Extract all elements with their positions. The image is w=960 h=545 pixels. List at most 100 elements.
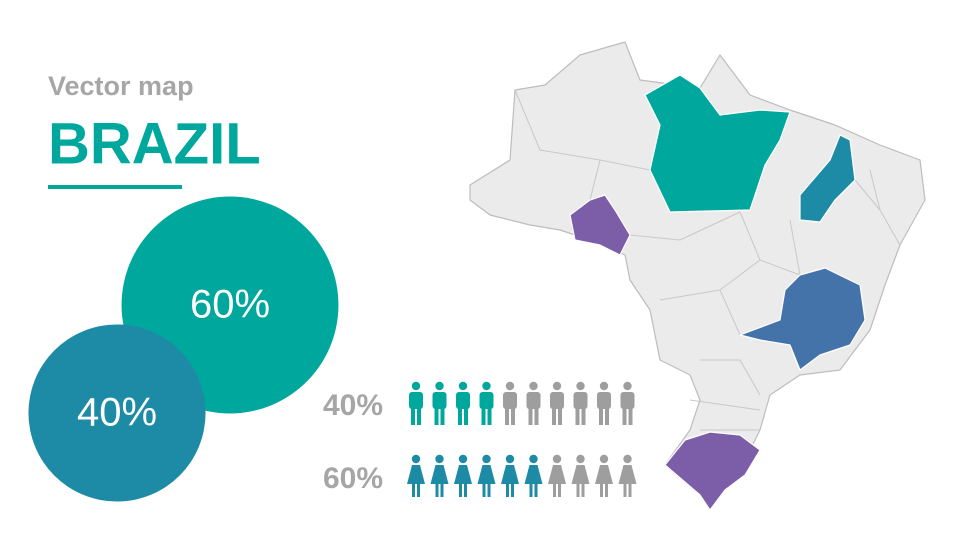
icon-leg — [528, 407, 533, 425]
icon-dress — [595, 465, 613, 484]
icon-body — [526, 392, 541, 409]
icon-leg — [412, 483, 415, 497]
male-icon — [409, 381, 423, 425]
icon-head — [576, 381, 585, 391]
icon-leg — [417, 407, 421, 425]
icon-head — [599, 454, 609, 464]
icon-head — [435, 454, 444, 464]
icon-dress — [407, 465, 425, 484]
icon-leg — [417, 483, 420, 497]
icon-leg — [458, 407, 462, 425]
icon-head — [623, 381, 632, 391]
male-icon — [620, 381, 635, 425]
circle-label: 40% — [77, 391, 157, 435]
male-icon — [597, 381, 611, 425]
female-icon — [407, 454, 425, 497]
icon-leg — [529, 483, 533, 497]
icon-leg — [581, 407, 586, 425]
row-label: 40% — [323, 389, 383, 422]
icon-dress — [618, 465, 637, 484]
icon-leg — [552, 407, 556, 425]
title: BRAZIL — [48, 111, 261, 176]
icon-body — [550, 392, 564, 409]
icon-leg — [581, 483, 585, 497]
icon-body — [456, 392, 470, 409]
male-icon — [573, 381, 588, 425]
icon-leg — [506, 483, 509, 497]
state-piaui — [799, 134, 856, 223]
female-icon — [524, 454, 543, 497]
state-rio-grande-do-sul — [664, 431, 761, 511]
icon-leg — [411, 407, 415, 425]
icon-leg — [558, 483, 561, 497]
icon-leg — [505, 407, 509, 425]
icon-leg — [605, 407, 609, 425]
icon-leg — [511, 483, 514, 497]
icon-leg — [576, 483, 580, 497]
icon-dress — [430, 465, 449, 484]
female-icon — [571, 454, 590, 497]
icon-leg — [511, 407, 515, 425]
icon-row — [407, 454, 637, 497]
icon-leg — [605, 483, 608, 497]
icon-leg — [558, 407, 562, 425]
icon-leg — [622, 407, 627, 425]
icon-head — [623, 454, 632, 464]
state-minas-gerais — [739, 267, 866, 371]
icon-head — [482, 454, 491, 464]
icon-body — [432, 392, 447, 409]
icon-body — [409, 392, 423, 409]
icon-leg — [487, 483, 491, 497]
icon-head — [482, 381, 491, 391]
state-rondonia — [569, 194, 631, 256]
male-icon — [526, 381, 541, 425]
icon-leg — [599, 407, 603, 425]
subtitle: Vector map — [48, 71, 194, 101]
brazil-map — [469, 41, 926, 511]
icon-body — [503, 392, 517, 409]
icon-head — [529, 381, 538, 391]
icon-dress — [477, 465, 496, 484]
percent-circle — [28, 324, 206, 502]
icon-head — [599, 381, 609, 391]
male-icon — [456, 381, 470, 425]
icon-head — [505, 454, 515, 464]
female-icon — [548, 454, 566, 497]
icon-leg — [623, 483, 627, 497]
icon-leg — [534, 407, 539, 425]
circle-label: 60% — [190, 283, 270, 327]
female-icon — [618, 454, 637, 497]
icon-leg — [464, 407, 468, 425]
icon-dress — [524, 465, 543, 484]
title-underline — [48, 185, 182, 189]
icon-leg — [600, 483, 603, 497]
icon-leg — [459, 483, 462, 497]
icon-leg — [464, 483, 467, 497]
male-icon — [550, 381, 564, 425]
icon-leg — [575, 407, 580, 425]
icon-dress — [501, 465, 519, 484]
icon-body — [479, 392, 494, 409]
female-icon — [430, 454, 449, 497]
icon-head — [435, 381, 444, 391]
male-icon — [432, 381, 447, 425]
state-para — [644, 74, 791, 213]
icon-head — [505, 381, 515, 391]
state-borders — [514, 89, 901, 431]
icon-leg — [440, 483, 444, 497]
icon-head — [458, 381, 468, 391]
icon-dress — [454, 465, 472, 484]
female-icon — [501, 454, 519, 497]
icon-leg — [440, 407, 445, 425]
icon-head — [411, 454, 421, 464]
icon-leg — [553, 483, 556, 497]
icon-leg — [435, 483, 439, 497]
icon-head — [529, 454, 538, 464]
male-icon — [503, 381, 517, 425]
male-icon — [479, 381, 494, 425]
female-icon — [477, 454, 496, 497]
icon-leg — [628, 407, 633, 425]
icon-dress — [571, 465, 590, 484]
female-icon — [454, 454, 472, 497]
